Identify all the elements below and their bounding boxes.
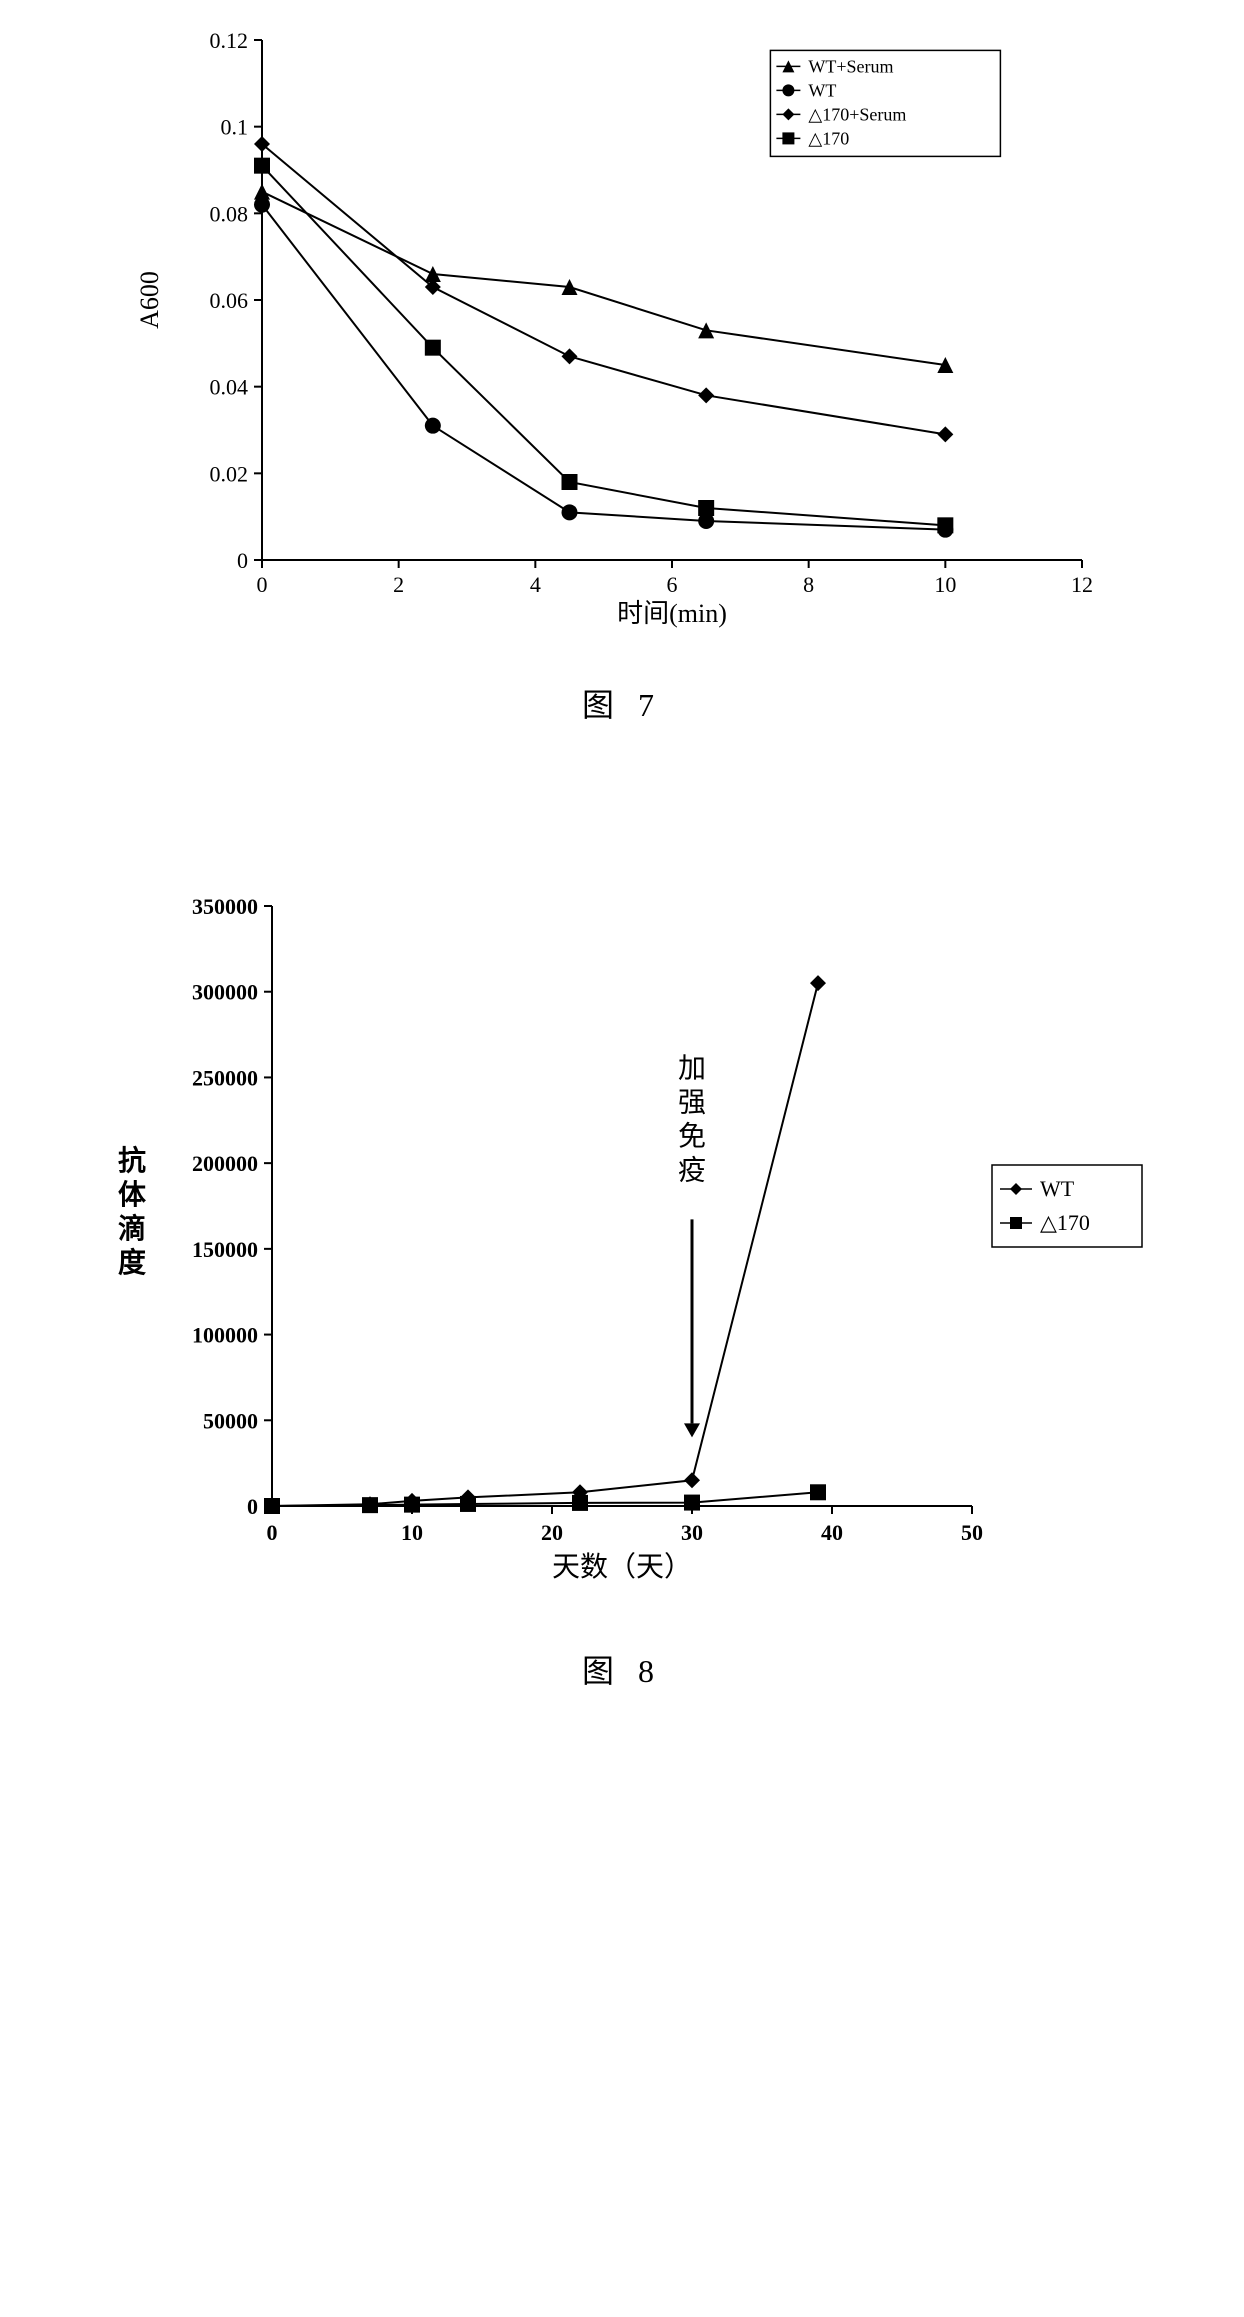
svg-text:0: 0 [257, 572, 268, 597]
svg-text:12: 12 [1071, 572, 1093, 597]
svg-text:150000: 150000 [192, 1237, 258, 1262]
svg-text:4: 4 [530, 572, 541, 597]
svg-text:WT: WT [808, 80, 836, 100]
svg-text:△170: △170 [1040, 1210, 1090, 1235]
svg-text:0.08: 0.08 [210, 201, 249, 226]
svg-text:免: 免 [678, 1120, 706, 1152]
svg-text:8: 8 [803, 572, 814, 597]
svg-text:滴: 滴 [118, 1212, 146, 1245]
svg-text:10: 10 [401, 1520, 423, 1545]
svg-text:0.12: 0.12 [210, 28, 249, 53]
svg-text:0.04: 0.04 [210, 375, 249, 400]
figure-8: 0 10 20 30 40 50 0 50000 100000 150000 200000 25000… [20, 886, 1224, 1692]
svg-text:40: 40 [821, 1520, 843, 1545]
svg-text:△170: △170 [808, 128, 849, 148]
svg-text:0: 0 [237, 548, 248, 573]
svg-text:20: 20 [541, 1520, 563, 1545]
svg-text:300000: 300000 [192, 980, 258, 1005]
svg-text:WT: WT [1040, 1176, 1075, 1201]
svg-text:抗: 抗 [118, 1144, 146, 1177]
svg-text:200000: 200000 [192, 1151, 258, 1176]
svg-text:0: 0 [247, 1494, 258, 1519]
svg-text:强: 强 [678, 1087, 706, 1118]
svg-text:A600: A600 [135, 271, 164, 329]
svg-text:10: 10 [934, 572, 956, 597]
svg-text:350000: 350000 [192, 894, 258, 919]
svg-text:250000: 250000 [192, 1065, 258, 1090]
svg-text:30: 30 [681, 1520, 703, 1545]
svg-text:天数（天）: 天数（天） [552, 1551, 692, 1583]
svg-text:50000: 50000 [203, 1408, 258, 1433]
svg-text:0.06: 0.06 [210, 288, 249, 313]
figure-7: 0 2 4 6 8 10 12 0 0.02 0.04 0.06 0.08 0.1 0.12 时间(min)… [20, 20, 1224, 726]
figure-8-caption: 图 8 [20, 1646, 1224, 1692]
chart-7: 0 2 4 6 8 10 12 0 0.02 0.04 0.06 0.08 0.1 0.12 时间(min)… [122, 20, 1122, 640]
svg-text:时间(min): 时间(min) [617, 599, 727, 628]
svg-text:2: 2 [393, 572, 404, 597]
svg-text:体: 体 [118, 1179, 147, 1211]
svg-text:0: 0 [267, 1520, 278, 1545]
svg-text:50: 50 [961, 1520, 983, 1545]
svg-text:度: 度 [118, 1247, 146, 1279]
svg-text:0.02: 0.02 [210, 461, 249, 486]
chart-8: 0 10 20 30 40 50 0 50000 100000 150000 200000 25000… [72, 886, 1172, 1606]
svg-text:WT+Serum: WT+Serum [808, 56, 893, 76]
svg-text:加: 加 [678, 1053, 706, 1084]
svg-text:100000: 100000 [192, 1323, 258, 1348]
svg-text:6: 6 [667, 572, 678, 597]
svg-text:0.1: 0.1 [221, 115, 249, 140]
figure-7-caption: 图 7 [20, 680, 1224, 726]
svg-text:△170+Serum: △170+Serum [808, 104, 906, 124]
svg-text:疫: 疫 [678, 1154, 706, 1186]
